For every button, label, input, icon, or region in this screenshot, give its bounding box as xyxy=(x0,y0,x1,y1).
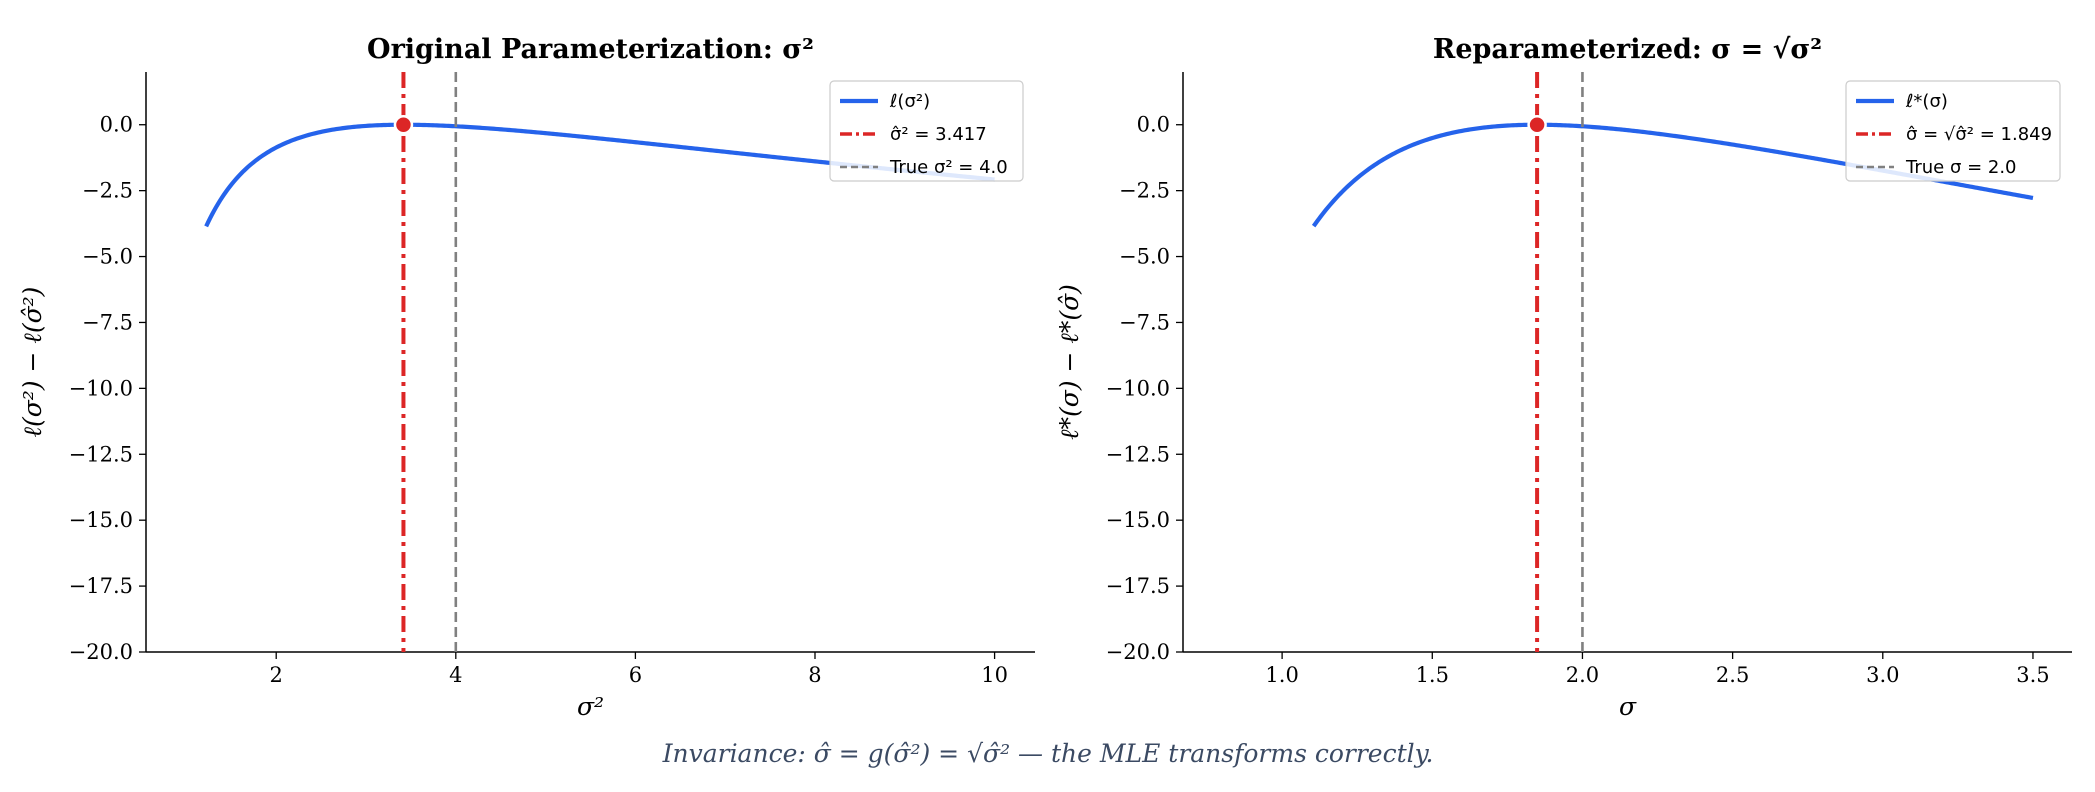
x-tick-label: 2.5 xyxy=(1716,663,1749,687)
legend-label: ℓ(σ²) xyxy=(889,91,930,112)
y-tick-label: −5.0 xyxy=(82,245,133,269)
y-tick-label: −5.0 xyxy=(1119,245,1170,269)
legend-label: True σ = 2.0 xyxy=(1905,157,2017,178)
x-tick-label: 6 xyxy=(629,663,642,687)
x-tick-label: 3.5 xyxy=(2016,663,2049,687)
x-axis-label: σ² xyxy=(577,692,604,721)
y-tick-label: −20.0 xyxy=(69,640,133,664)
chart-title: Original Parameterization: σ² xyxy=(367,34,814,65)
legend: ℓ(σ²) σ̂² = 3.417 True σ² = 4.0 xyxy=(829,80,1024,182)
legend-label: True σ² = 4.0 xyxy=(889,157,1008,178)
x-tick-label: 3.0 xyxy=(1866,663,1899,687)
x-tick-label: 2 xyxy=(270,663,283,687)
y-tick-label: −17.5 xyxy=(69,574,133,598)
chart-panel-2: 0.0 −2.5 −5.0 −7.5 −10.0 −12.5 −15.0 −17.5 −20.0… xyxy=(1055,34,2072,721)
x-tick-label: 1.0 xyxy=(1265,663,1298,687)
x-tick-label: 4 xyxy=(449,663,462,687)
legend-label: ℓ*(σ) xyxy=(1905,91,1948,112)
y-tick-label: −15.0 xyxy=(69,508,133,532)
x-axis-label: σ xyxy=(1619,692,1637,721)
x-tick-label: 1.5 xyxy=(1416,663,1449,687)
legend-box xyxy=(1845,80,2061,182)
legend: ℓ*(σ) σ̂ = √σ̂² = 1.849 True σ = 2.0 xyxy=(1845,80,2061,182)
y-tick-label: −17.5 xyxy=(1106,574,1170,598)
mle-point xyxy=(1527,114,1547,135)
y-axis-label: ℓ*(σ) − ℓ*(σ̂) xyxy=(1055,284,1084,440)
y-tick-label: −20.0 xyxy=(1106,640,1170,664)
y-tick-label: 0.0 xyxy=(100,113,133,137)
y-tick-label: −12.5 xyxy=(1106,442,1170,466)
y-tick-label: −2.5 xyxy=(82,179,133,203)
x-tick-label: 8 xyxy=(808,663,821,687)
y-tick-label: −10.0 xyxy=(1106,376,1170,400)
y-tick-label: −15.0 xyxy=(1106,508,1170,532)
chart-title: Reparameterized: σ = √σ² xyxy=(1433,34,1822,65)
x-tick-label: 2.0 xyxy=(1566,663,1599,687)
y-tick-label: −10.0 xyxy=(69,376,133,400)
chart-panel-1: 0.0 −2.5 −5.0 −7.5 −10.0 −12.5 −15.0 −17.5 −20.0… xyxy=(18,34,1035,721)
y-tick-label: −7.5 xyxy=(82,310,133,334)
legend-label: σ̂² = 3.417 xyxy=(890,124,987,145)
x-tick-label: 10 xyxy=(981,663,1008,687)
mle-point xyxy=(393,114,414,135)
y-tick-label: −12.5 xyxy=(69,442,133,466)
y-tick-label: 0.0 xyxy=(1137,113,1170,137)
legend-box xyxy=(829,80,1024,182)
y-tick-label: −2.5 xyxy=(1119,179,1170,203)
y-tick-label: −7.5 xyxy=(1119,310,1170,334)
caption: Invariance: σ̂ = g(σ̂²) = √σ̂² — the MLE… xyxy=(662,739,1434,768)
y-axis-label: ℓ(σ²) − ℓ(σ̂²) xyxy=(18,287,47,438)
legend-label: σ̂ = √σ̂² = 1.849 xyxy=(1906,124,2052,145)
